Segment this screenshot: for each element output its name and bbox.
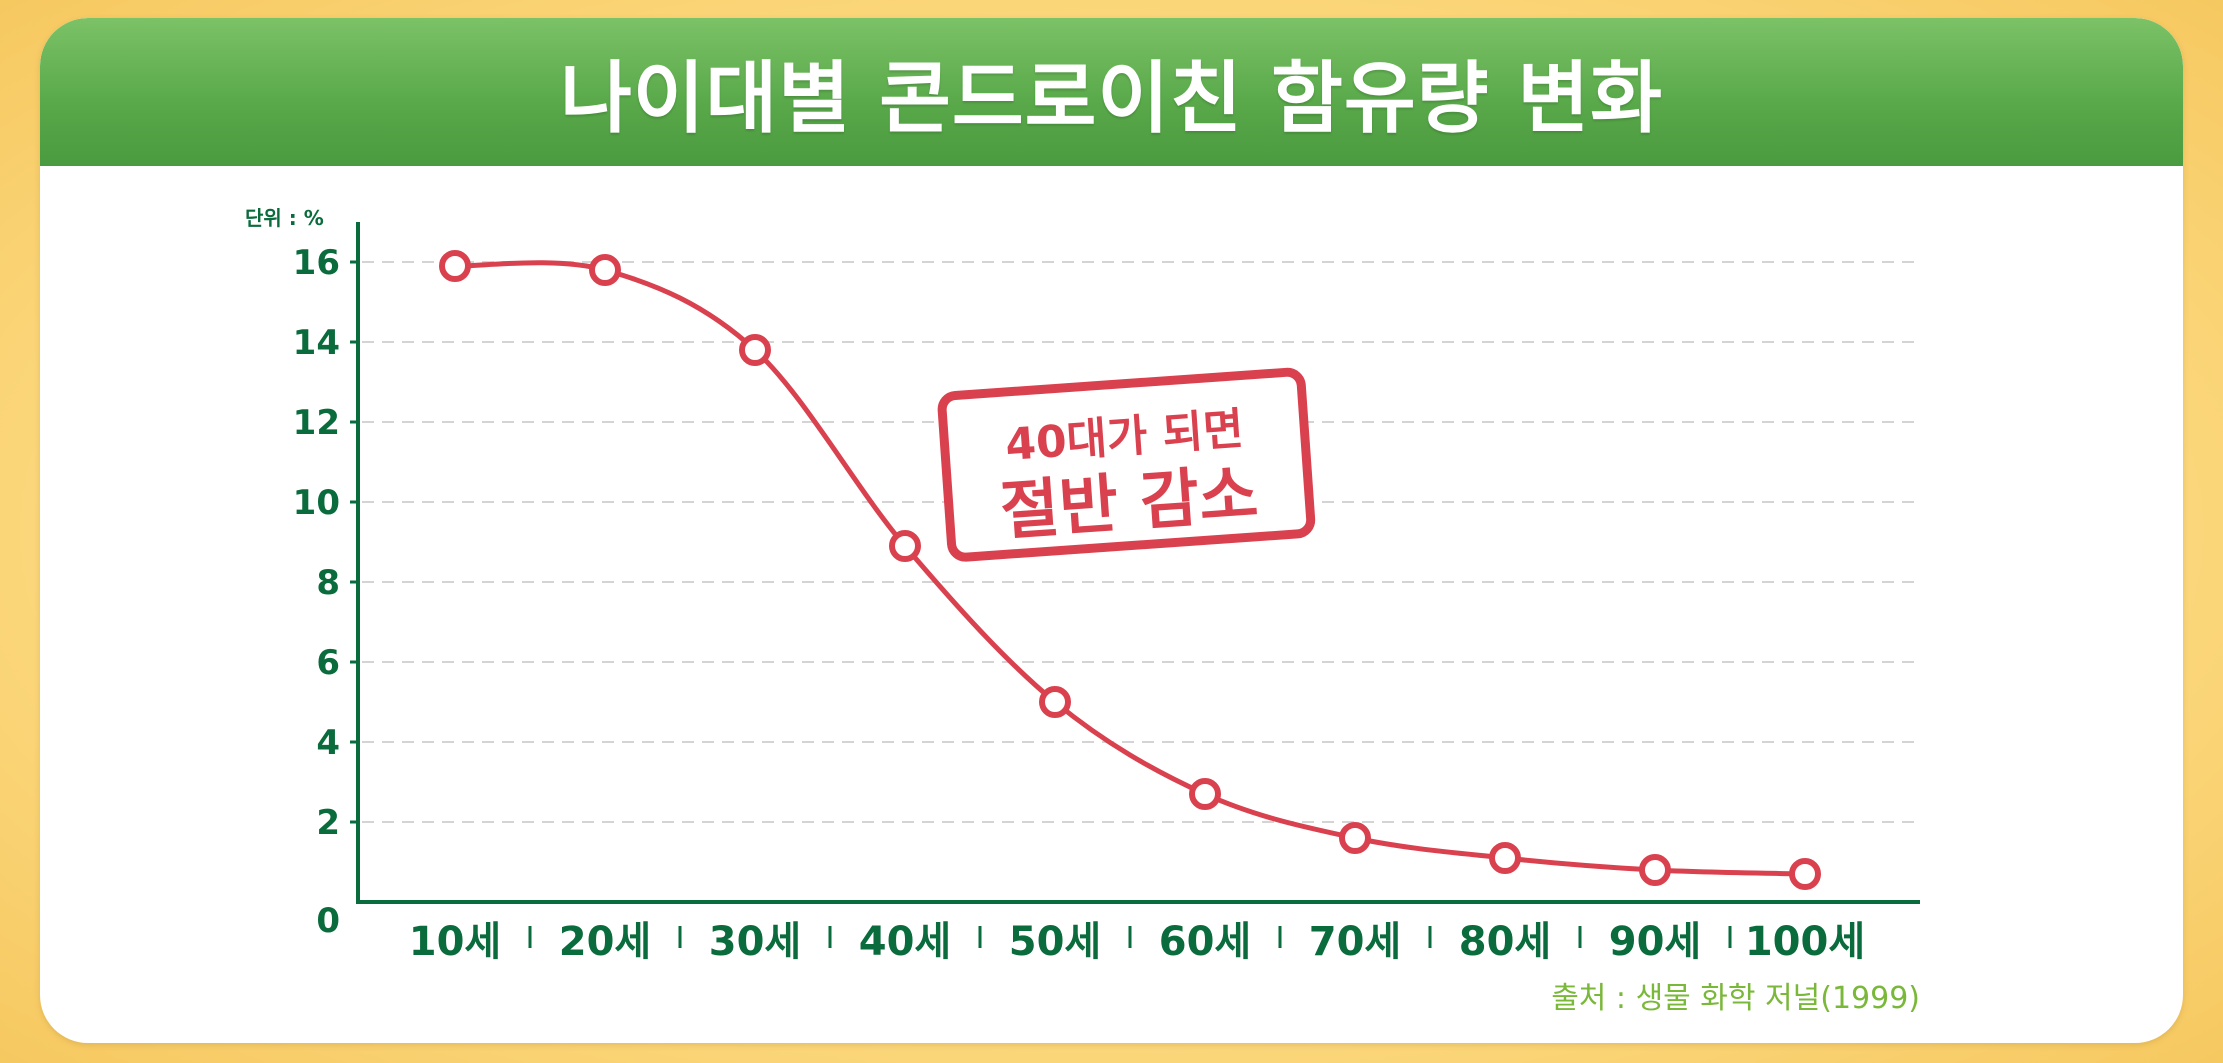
title-banner xyxy=(40,18,2183,166)
x-tick-label: 10세 xyxy=(409,919,501,965)
axes xyxy=(356,222,1920,904)
series-line xyxy=(454,260,1806,877)
x-tick-labels: 10세 20세 30세 40세 50세 60세 70세 80세 90세 100세 xyxy=(409,919,1865,965)
data-point xyxy=(1189,778,1221,810)
data-points xyxy=(439,250,1821,890)
y-tick-label: 14 xyxy=(293,323,340,363)
stamp-annotation: 40대가 되면 절반 감소 xyxy=(937,367,1316,562)
y-tick-label: 0 xyxy=(316,901,340,941)
y-tick-label: 2 xyxy=(316,803,340,843)
data-point xyxy=(1339,822,1371,854)
x-tick-label: 40세 xyxy=(859,919,951,965)
x-tick-label: 30세 xyxy=(709,919,801,965)
data-point xyxy=(1789,858,1821,890)
y-tick-label: 8 xyxy=(316,563,340,603)
chart-card: 나이대별 콘드로이친 함유량 변화 xyxy=(40,18,2183,1043)
y-tick-label: 12 xyxy=(293,403,340,443)
stamp-line-2: 절반 감소 xyxy=(998,458,1260,550)
x-tick-label: 100세 xyxy=(1745,919,1865,965)
chart-title: 나이대별 콘드로이친 함유량 변화 xyxy=(559,54,1664,144)
x-tick-label: 90세 xyxy=(1609,919,1701,965)
x-tick-label: 80세 xyxy=(1459,919,1551,965)
data-point xyxy=(1039,686,1071,718)
y-tick-label: 10 xyxy=(293,483,340,523)
source-note: 출처 : 생물 화학 저널(1999) xyxy=(1551,981,1920,1016)
stamp-border xyxy=(937,367,1316,562)
data-point xyxy=(889,530,921,562)
y-tick-label: 16 xyxy=(293,243,340,283)
x-tick-label: 20세 xyxy=(559,919,651,965)
y-tick-labels: 0 2 4 6 8 10 12 14 16 xyxy=(293,243,358,941)
data-point xyxy=(1639,854,1671,886)
unit-label: 단위 : % xyxy=(245,206,324,230)
data-point xyxy=(439,250,471,282)
x-tick-label: 50세 xyxy=(1009,919,1101,965)
y-tick-label: 4 xyxy=(316,723,340,763)
x-tick-label: 60세 xyxy=(1159,919,1251,965)
y-tick-label: 6 xyxy=(316,643,340,683)
x-tick-label: 70세 xyxy=(1309,919,1401,965)
data-point xyxy=(739,334,771,366)
data-point xyxy=(1489,842,1521,874)
data-point xyxy=(589,254,621,286)
